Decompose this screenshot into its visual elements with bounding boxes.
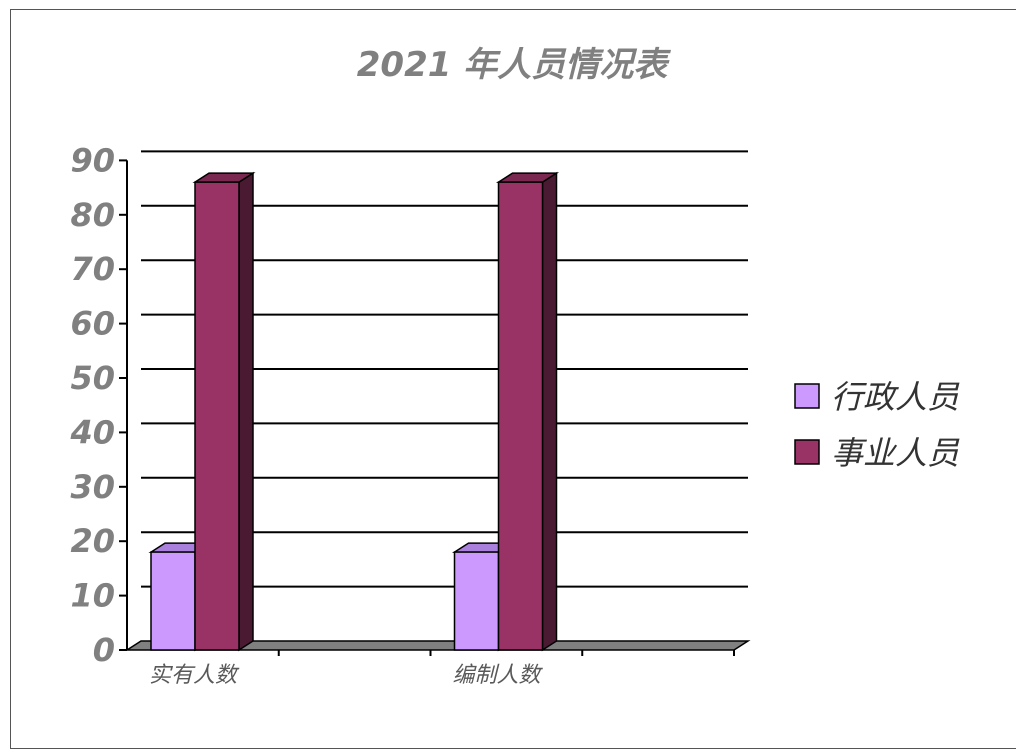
y-tick-label: 30	[70, 468, 115, 506]
bar-front	[151, 552, 195, 650]
x-tick-label: 编制人数	[452, 663, 543, 688]
legend-swatch	[795, 440, 819, 464]
x-tick-label: 实有人数	[149, 663, 240, 688]
y-tick-label: 0	[93, 631, 115, 669]
bar-front	[499, 182, 543, 650]
bar-front	[195, 182, 239, 650]
y-tick-label: 50	[70, 359, 115, 397]
legend-label: 事业人员	[831, 434, 960, 472]
y-tick-label: 60	[70, 305, 115, 343]
y-tick-label: 90	[70, 141, 115, 179]
y-tick-label: 70	[70, 250, 115, 288]
bar-side	[239, 173, 253, 650]
y-axis-ticks: 0 10 20 30 40 50 60 70 80 90	[69, 141, 115, 669]
x-axis-ticks: 实有人数 编制人数	[149, 663, 544, 688]
y-tick-label: 20	[70, 522, 115, 560]
y-tick-label: 10	[70, 577, 115, 615]
legend-label: 行政人员	[831, 378, 960, 416]
legend-item: 事业人员	[795, 434, 960, 472]
bar	[195, 173, 253, 650]
bar	[499, 173, 557, 650]
chart-title: 2021 年人员情况表	[357, 45, 671, 85]
bar-chart: 2021 年人员情况表 0 10 20 30 40 50 60 70 80 90 实有人数 编制人数…	[0, 0, 1016, 733]
bar-side	[543, 173, 557, 650]
legend-swatch	[795, 384, 819, 408]
y-tick-label: 40	[69, 413, 115, 451]
legend-item: 行政人员	[795, 378, 960, 416]
bars	[151, 173, 557, 650]
bar-front	[455, 552, 499, 650]
y-tick-label: 80	[70, 196, 115, 234]
